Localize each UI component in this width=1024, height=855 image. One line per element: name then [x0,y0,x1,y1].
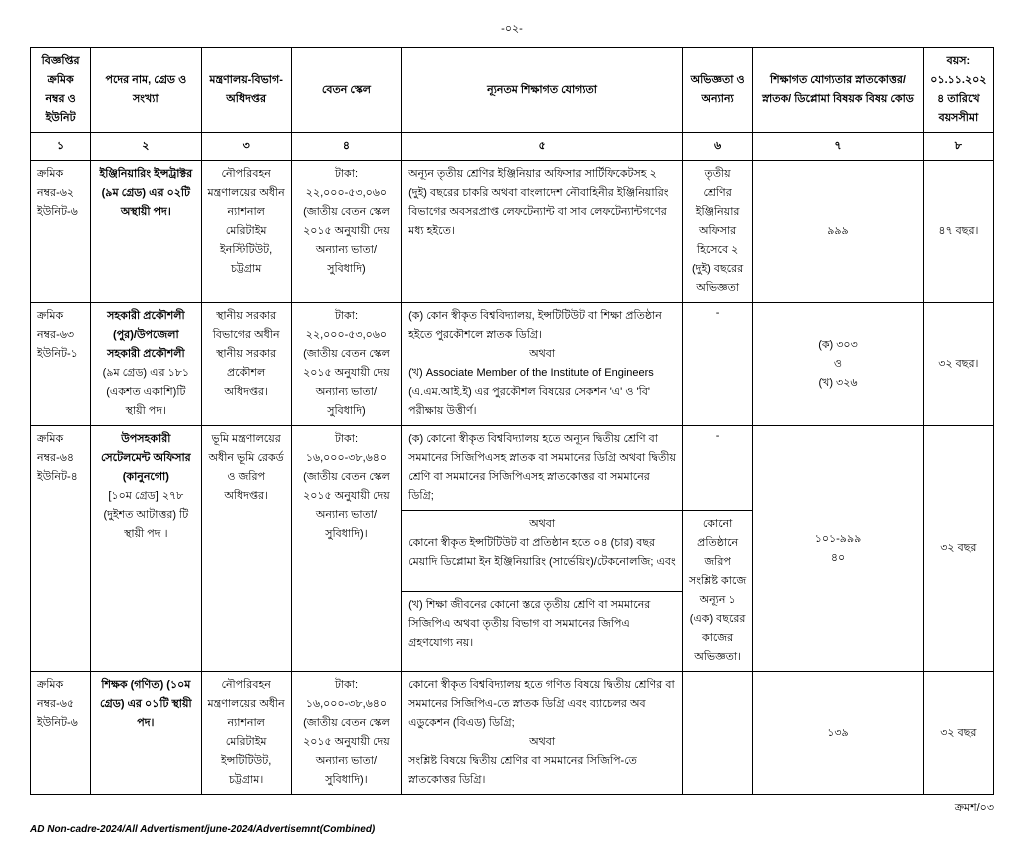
r2-scale: টাকা: ২২,০০০-৫৩,০৬০ (জাতীয় বেতন স্কেল ২… [291,303,401,426]
cn1: ১ [31,133,91,161]
r4-q1: কোনো স্বীকৃত বিশ্ববিদ্যালয় হতে গণিত বিষ… [408,676,676,733]
table-row: ক্রমিক নম্বর-৬৫ ইউনিট-৬ শিক্ষক (গণিত) (১… [31,672,994,795]
r2-age: ৩২ বছর। [923,303,993,426]
cn6: ৬ [683,133,753,161]
r3-code: ১০১-৯৯৯ ৪০ [753,426,924,672]
r1-exp: তৃতীয় শ্রেণির ইঞ্জিনিয়ার অফিসার হিসেবে… [683,161,753,303]
r4-qual: কোনো স্বীকৃত বিশ্ববিদ্যালয় হতে গণিত বিষ… [402,672,683,795]
h4: বেতন স্কেল [291,48,401,133]
r1-qual: অন্যূন তৃতীয় শ্রেণির ইঞ্জিনিয়ার অফিসার… [402,161,683,303]
cn4: ৪ [291,133,401,161]
r3-post-n: [১০ম গ্রেড] ২৭৮ (দুইশত আটাত্তর) টি স্থায… [103,490,188,540]
r3-ministry: ভূমি মন্ত্রণালয়ের অধীন ভূমি রেকর্ড ও জর… [201,426,291,672]
r2-code-a: (ক) ৩০৩ [759,336,917,355]
footer-right: ক্রমশ/০৩ [30,799,994,818]
h6: অভিজ্ঞতা ও অন্যান্য [683,48,753,133]
r3-exp1: - [683,426,753,511]
r1-post-b: ইঞ্জিনিয়ারিং ইন্সট্রাক্টর (৯ম গ্রেড) এর… [99,168,192,218]
r3-exp2: কোনো প্রতিষ্ঠানে জরিপ সংশ্লিষ্ট কাজে অন্… [683,511,753,672]
r1-code: ৯৯৯ [753,161,924,303]
r2-ministry: স্থানীয় সরকার বিভাগের অধীন স্থানীয় সরক… [201,303,291,426]
r2-q2: (খ) Associate Member of the Institute of… [408,364,676,421]
colnum-row: ১ ২ ৩ ৪ ৫ ৬ ৭ ৮ [31,133,994,161]
r4-code: ১৩৯ [753,672,924,795]
r3-q2: কোনো স্বীকৃত ইন্সটিটিউট বা প্রতিষ্ঠান হত… [408,534,676,572]
r3-q3: (খ) শিক্ষা জীবনের কোনো স্তরে তৃতীয় শ্রে… [402,591,683,672]
footer-left: AD Non-cadre-2024/All Advertisment/june-… [30,824,994,835]
cn7: ৭ [753,133,924,161]
r1-post: ইঞ্জিনিয়ারিং ইন্সট্রাক্টর (৯ম গ্রেড) এর… [91,161,201,303]
r2-q1: (ক) কোন স্বীকৃত বিশ্ববিদ্যালয়, ইন্সটিটি… [408,307,676,345]
r4-post: শিক্ষক (গণিত) (১০ম গ্রেড) এর ০১টি স্থায়… [91,672,201,795]
r1-scale: টাকা: ২২,০০০-৫৩,০৬০ (জাতীয় বেতন স্কেল ২… [291,161,401,303]
r3-qor1: অথবা [408,515,676,534]
r4-scale: টাকা: ১৬,০০০-৩৮,৬৪০ (জাতীয় বেতন স্কেল ২… [291,672,401,795]
r1-ministry: নৌপরিবহন মন্ত্রণালয়ের অধীন ন্যাশনাল মের… [201,161,291,303]
h3: মন্ত্রণালয়-বিভাগ-অধিদপ্তর [201,48,291,133]
r2-serial: ক্রমিক নম্বর-৬৩ ইউনিট-১ [31,303,91,426]
table-row: ক্রমিক নম্বর-৬৩ ইউনিট-১ সহকারী প্রকৌশলী … [31,303,994,426]
cn3: ৩ [201,133,291,161]
r2-exp: - [683,303,753,426]
cn8: ৮ [923,133,993,161]
r3-post-b: উপসহকারী সেটেলমেন্ট অফিসার (কানুনগো) [101,433,191,483]
r3-age: ৩২ বছর [923,426,993,672]
h1: বিজ্ঞপ্তির ক্রমিক নম্বর ও ইউনিট [31,48,91,133]
r2-qor: অথবা [408,345,676,364]
r4-age: ৩২ বছর [923,672,993,795]
page-number: -০২- [30,20,994,39]
h5: ন্যূনতম শিক্ষাগত যোগ্যতা [402,48,683,133]
r2-post: সহকারী প্রকৌশলী (পুর)/উপজেলা সহকারী প্রক… [91,303,201,426]
h2: পদের নাম, গ্রেড ও সংখ্যা [91,48,201,133]
r2-code-b: (খ) ৩২৬ [759,374,917,393]
jobs-table: বিজ্ঞপ্তির ক্রমিক নম্বর ও ইউনিট পদের নাম… [30,47,994,795]
h8: বয়স: ০১.১১.২০২৪ তারিখে বয়সসীমা [923,48,993,133]
r3-scale: টাকা: ১৬,০০০-৩৮,৬৪০ (জাতীয় বেতন স্কেল ২… [291,426,401,672]
r3-serial: ক্রমিক নম্বর-৬৪ ইউনিট-৪ [31,426,91,672]
r2-post-n: (৯ম গ্রেড) এর ১৮১ (একশত একাশি)টি স্থায়ী… [103,367,189,417]
r3-q2cell: অথবা কোনো স্বীকৃত ইন্সটিটিউট বা প্রতিষ্ঠ… [402,511,683,592]
r3-q1: (ক) কোনো স্বীকৃত বিশ্ববিদ্যালয় হতে অন্য… [402,426,683,511]
cn5: ৫ [402,133,683,161]
r4-qor: অথবা [408,733,676,752]
table-row: ক্রমিক নম্বর-৬২ ইউনিট-৬ ইঞ্জিনিয়ারিং ইন… [31,161,994,303]
r3-code2: ৪০ [759,549,917,568]
r3-post: উপসহকারী সেটেলমেন্ট অফিসার (কানুনগো) [১০… [91,426,201,672]
r4-serial: ক্রমিক নম্বর-৬৫ ইউনিট-৬ [31,672,91,795]
r4-exp [683,672,753,795]
r4-post-b: শিক্ষক (গণিত) (১০ম গ্রেড) এর ০১টি স্থায়… [100,679,192,729]
r1-serial: ক্রমিক নম্বর-৬২ ইউনিট-৬ [31,161,91,303]
table-row: ক্রমিক নম্বর-৬৪ ইউনিট-৪ উপসহকারী সেটেলমে… [31,426,994,511]
r4-q2: সংশ্লিষ্ট বিষয়ে দ্বিতীয় শ্রেণির বা সমম… [408,752,676,790]
r2-qual: (ক) কোন স্বীকৃত বিশ্ববিদ্যালয়, ইন্সটিটি… [402,303,683,426]
h7: শিক্ষাগত যোগ্যতার স্নাতকোত্তর/স্নাতক/ ডি… [753,48,924,133]
r2-code-o: ও [759,355,917,374]
cn2: ২ [91,133,201,161]
r2-post-b: সহকারী প্রকৌশলী (পুর)/উপজেলা সহকারী প্রক… [107,310,185,360]
r3-code1: ১০১-৯৯৯ [759,530,917,549]
r4-ministry: নৌপরিবহন মন্ত্রণালয়ের অধীন ন্যাশনাল মের… [201,672,291,795]
r1-age: ৪৭ বছর। [923,161,993,303]
r2-code: (ক) ৩০৩ ও (খ) ৩২৬ [753,303,924,426]
header-row: বিজ্ঞপ্তির ক্রমিক নম্বর ও ইউনিট পদের নাম… [31,48,994,133]
